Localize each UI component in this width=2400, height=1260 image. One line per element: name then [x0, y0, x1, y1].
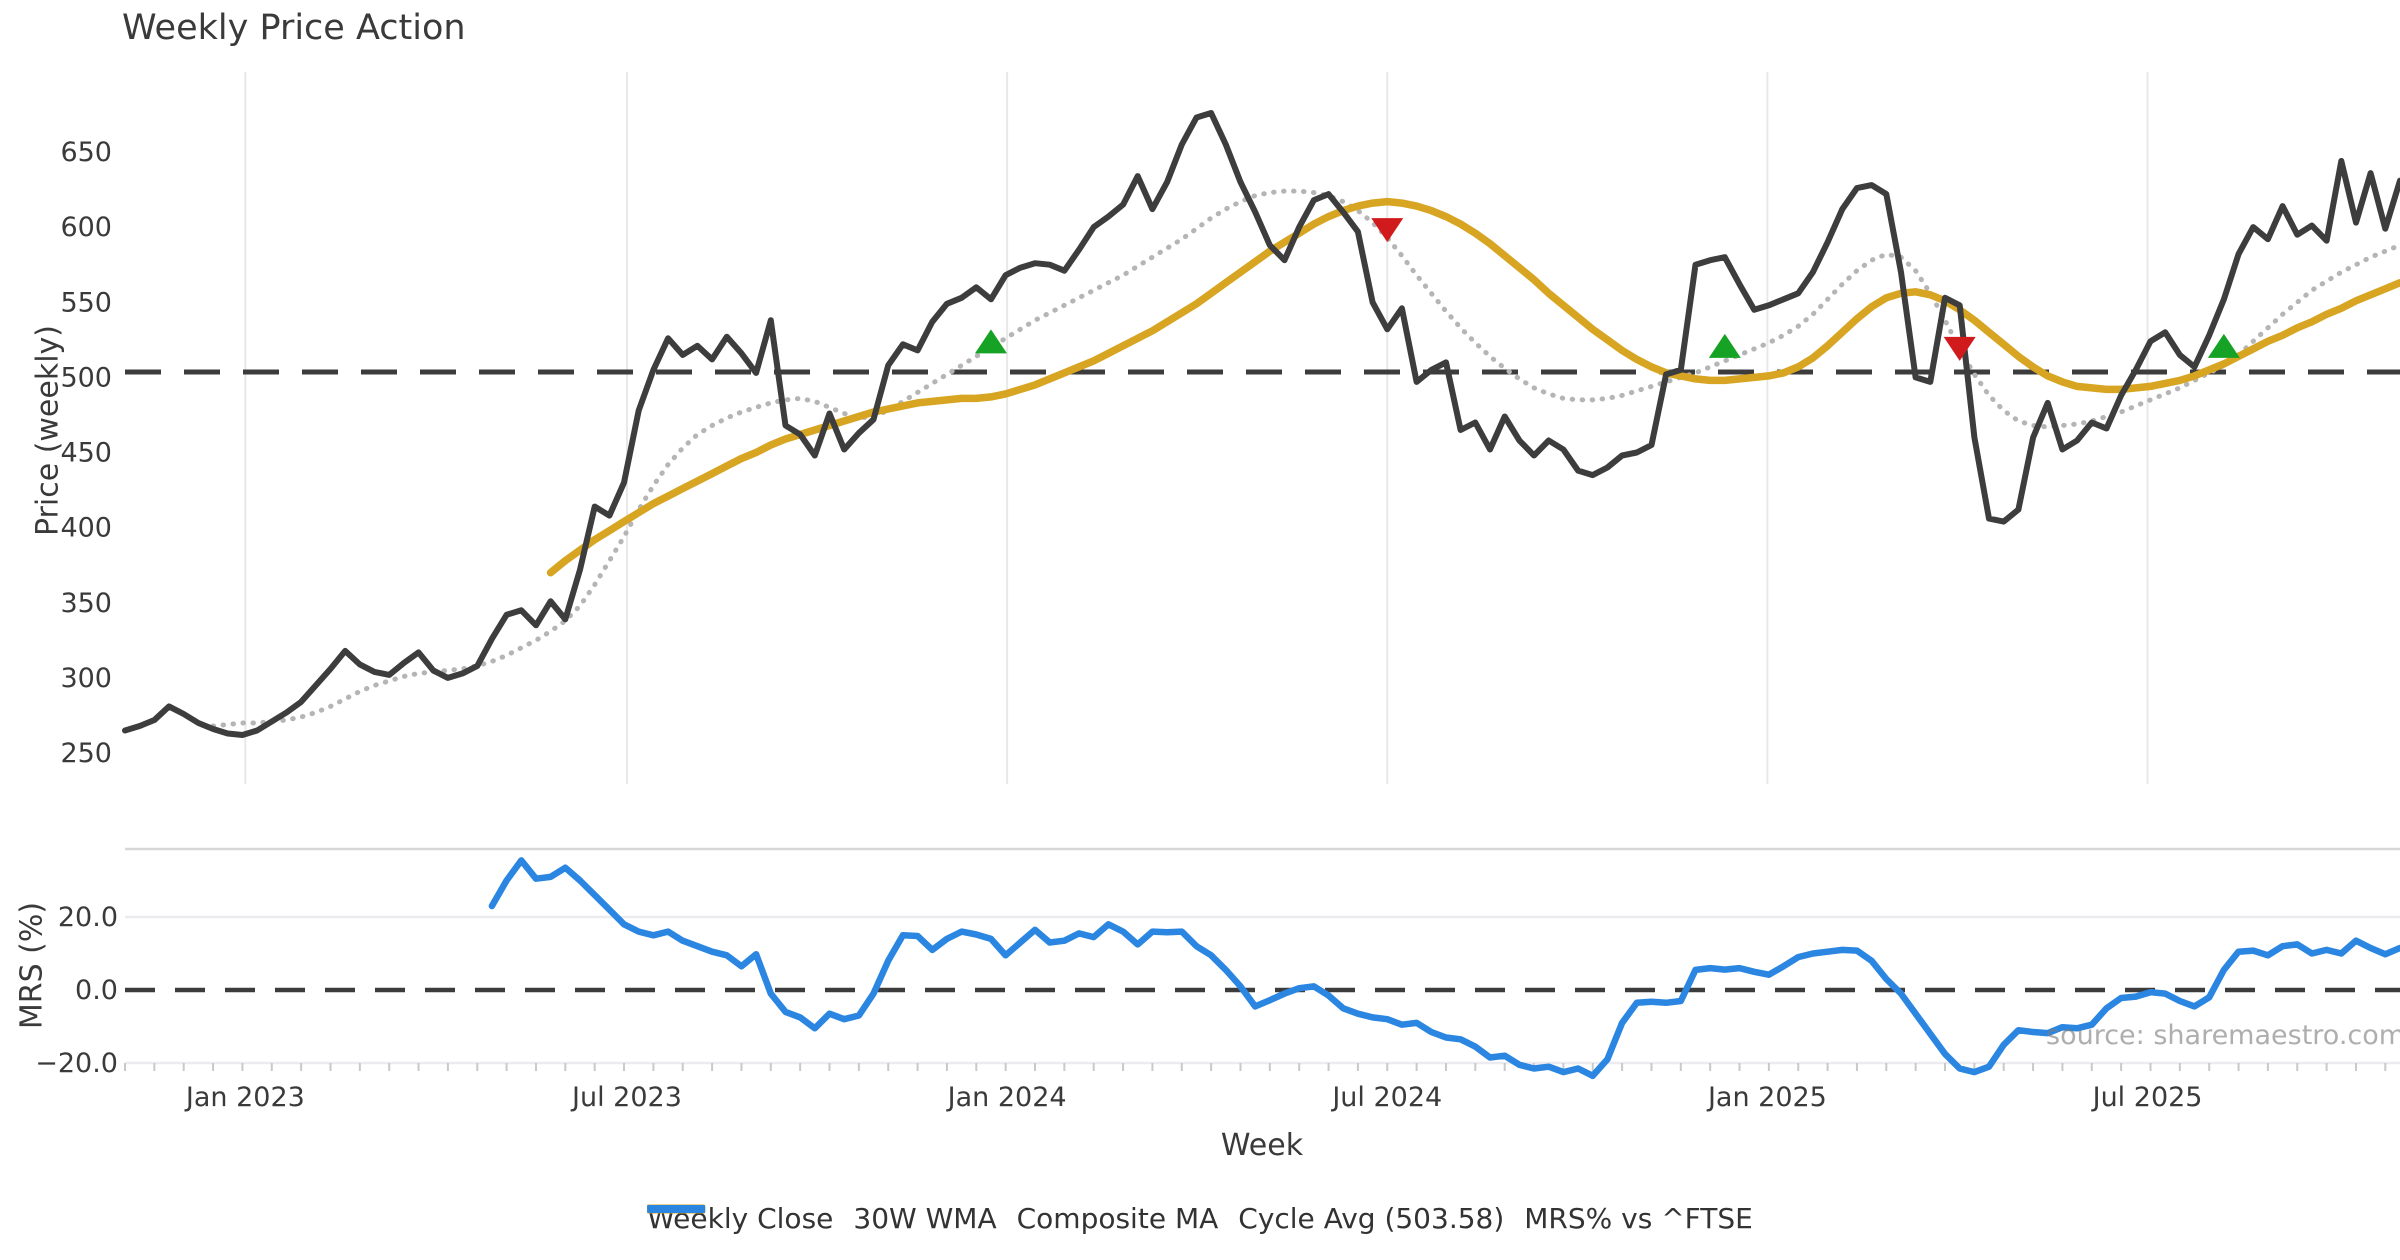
legend-label: 30W WMA: [853, 1202, 997, 1235]
legend-label: Cycle Avg (503.58): [1238, 1202, 1505, 1235]
x-tick-label: Jul 2024: [1330, 1082, 1442, 1113]
mrs-tick-label: 0.0: [75, 975, 118, 1006]
x-tick-label: Jan 2025: [1706, 1082, 1827, 1113]
legend-label: MRS% vs ^FTSE: [1524, 1202, 1753, 1235]
price-tick-label: 650: [60, 137, 112, 168]
price-tick-label: 500: [60, 362, 112, 393]
wma-line: [546, 197, 2400, 577]
price-tick-label: 600: [60, 212, 112, 243]
price-tick-label: 350: [60, 588, 112, 619]
weekly-close-line: [122, 110, 2400, 738]
legend-item-30w-wma: 30W WMA: [647, 1202, 997, 1235]
x-tick-label: Jul 2025: [2091, 1082, 2203, 1113]
price-tick-label: 450: [60, 438, 112, 469]
price-axis-label: Price (weekly): [30, 324, 66, 537]
x-tick-label: Jul 2023: [570, 1082, 682, 1113]
mrs-swatch-icon: [647, 1205, 706, 1213]
sell-signal-icon: [1371, 218, 1404, 243]
x-axis-label: Week: [1220, 1128, 1304, 1163]
legend: Weekly Close 30W WMA Composite MA Cycle …: [647, 1202, 1753, 1235]
watermark: source: sharemaestro.com: [2046, 1020, 2400, 1051]
buy-signal-icon: [1708, 333, 1741, 358]
price-tick-label: 250: [60, 738, 112, 769]
buy-signal-icon: [2207, 333, 2240, 358]
legend-label: Composite MA: [1016, 1202, 1219, 1235]
x-tick-label: Jan 2024: [946, 1082, 1067, 1113]
mrs-axis-label: MRS (%): [14, 901, 50, 1030]
composite-ma-line: [210, 188, 2400, 729]
price-tick-label: 400: [60, 513, 112, 544]
legend-item-composite-ma: Composite MA: [650, 1202, 1219, 1235]
x-tick-label: Jan 2023: [184, 1082, 305, 1113]
sell-signal-icon: [1943, 336, 1976, 361]
mrs-line: [488, 857, 2400, 1080]
chart-title: Weekly Price Action: [122, 8, 466, 48]
price-tick-label: 550: [60, 287, 112, 318]
price-tick-label: 300: [60, 663, 112, 694]
mrs-tick-label: −20.0: [35, 1048, 118, 1079]
legend-item-mrs: MRS% vs ^FTSE: [647, 1202, 1753, 1235]
mrs-tick-label: 20.0: [58, 902, 118, 933]
legend-item-cycle-avg: Cycle Avg (503.58): [649, 1202, 1505, 1235]
buy-signal-icon: [974, 329, 1007, 354]
